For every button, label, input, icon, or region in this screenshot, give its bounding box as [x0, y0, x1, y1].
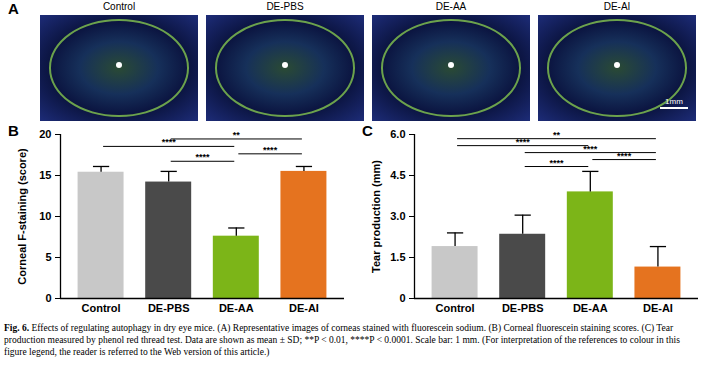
svg-text:Control: Control — [82, 302, 121, 314]
svg-text:****: **** — [549, 158, 564, 168]
svg-text:4.5: 4.5 — [390, 169, 405, 181]
svg-text:**: ** — [553, 130, 561, 140]
svg-text:****: **** — [516, 137, 531, 147]
svg-text:5: 5 — [45, 251, 51, 263]
svg-text:****: **** — [617, 151, 632, 161]
svg-text:Tear production (mm): Tear production (mm) — [370, 160, 382, 273]
html-text:Fig. 6. Effects of regulating: Fig. 6. Effects of regulating autophagy … — [4, 323, 680, 357]
html-text:1mm: 1mm — [665, 97, 683, 106]
html-text:Control: Control — [102, 1, 136, 12]
svg-text:3.0: 3.0 — [390, 210, 405, 222]
svg-text:DE-AA: DE-AA — [573, 302, 608, 314]
html-text:C: C — [362, 122, 373, 139]
svg-text:**: ** — [233, 130, 241, 140]
svg-text:DE-PBS: DE-PBS — [148, 302, 190, 314]
svg-text:DE-AA: DE-AA — [219, 302, 254, 314]
svg-text:DE-PBS: DE-PBS — [502, 302, 544, 314]
svg-text:****: **** — [583, 144, 598, 154]
svg-text:1.5: 1.5 — [390, 251, 405, 263]
svg-text:20: 20 — [39, 128, 51, 140]
html-text:DE-AI: DE-AI — [603, 1, 631, 12]
svg-text:10: 10 — [39, 210, 51, 222]
svg-text:Corneal F-staining (score): Corneal F-staining (score) — [16, 148, 28, 285]
svg-text:DE-AI: DE-AI — [643, 302, 673, 314]
svg-text:****: **** — [263, 145, 278, 155]
html-text:DE-AA: DE-AA — [435, 1, 467, 12]
svg-text:0: 0 — [399, 292, 405, 304]
svg-text:15: 15 — [39, 169, 51, 181]
svg-text:0: 0 — [45, 292, 51, 304]
html-text:B: B — [8, 122, 19, 139]
svg-text:Control: Control — [436, 302, 475, 314]
html-text:DE-PBS: DE-PBS — [266, 1, 304, 12]
html-text:A: A — [8, 0, 19, 17]
svg-text:****: **** — [195, 152, 210, 162]
svg-text:6.0: 6.0 — [390, 128, 405, 140]
svg-text:****: **** — [162, 137, 177, 147]
svg-text:DE-AI: DE-AI — [289, 302, 319, 314]
